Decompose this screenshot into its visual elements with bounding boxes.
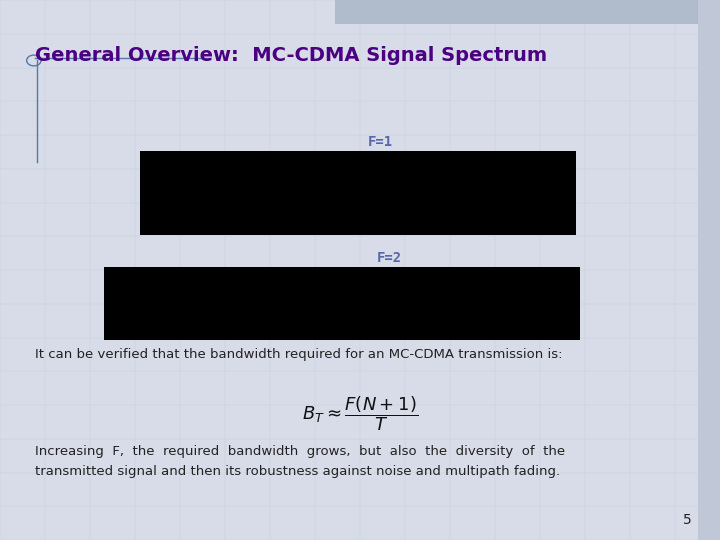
Text: General Overview:  MC-CDMA Signal Spectrum: General Overview: MC-CDMA Signal Spectru… xyxy=(35,46,546,65)
Text: F=2: F=2 xyxy=(377,251,402,265)
Text: 5: 5 xyxy=(683,512,691,526)
Text: F=1: F=1 xyxy=(367,134,392,149)
Text: $B_T \approx \dfrac{F(N+1)}{T}$: $B_T \approx \dfrac{F(N+1)}{T}$ xyxy=(302,394,418,433)
Text: Increasing  F,  the  required  bandwidth  grows,  but  also  the  diversity  of : Increasing F, the required bandwidth gro… xyxy=(35,446,564,477)
Bar xyxy=(104,267,580,340)
Bar xyxy=(140,151,576,235)
Bar xyxy=(335,0,698,24)
Bar xyxy=(698,0,720,540)
Text: It can be verified that the bandwidth required for an MC-CDMA transmission is:: It can be verified that the bandwidth re… xyxy=(35,348,562,361)
